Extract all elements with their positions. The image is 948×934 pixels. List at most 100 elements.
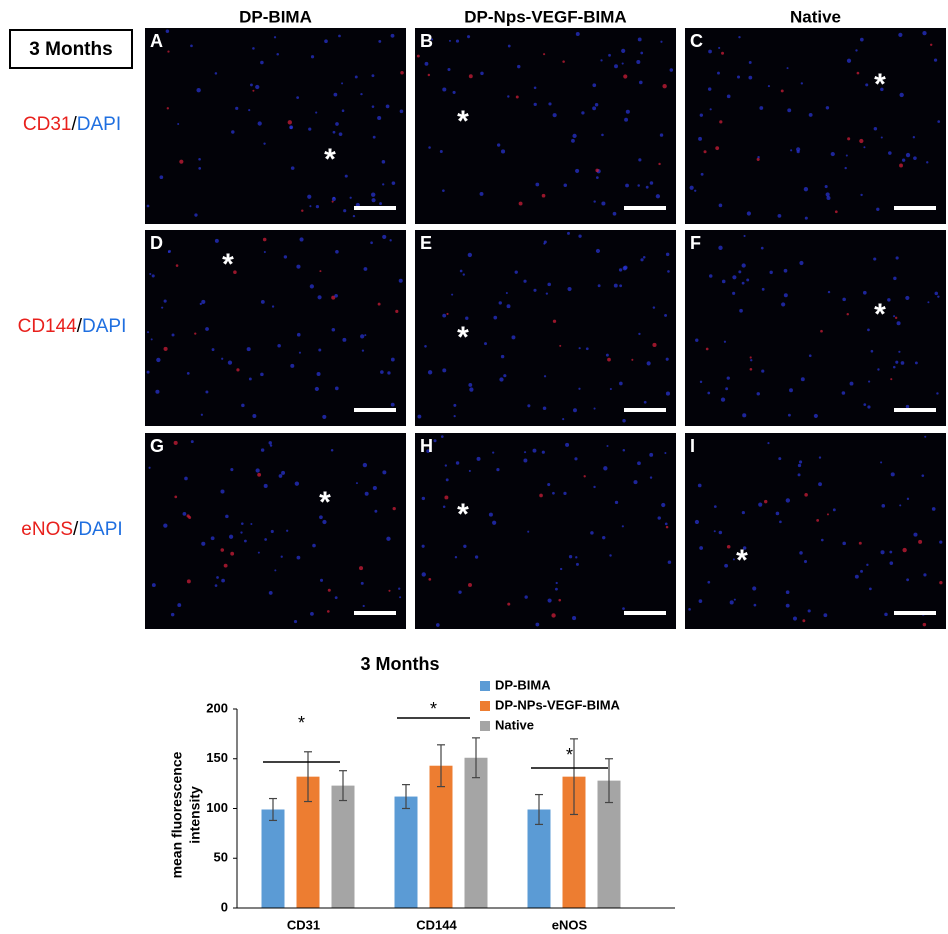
nucleus	[845, 154, 848, 157]
nucleus	[257, 551, 260, 554]
nucleus	[726, 544, 731, 549]
nucleus	[637, 37, 642, 42]
asterisk: *	[324, 143, 336, 176]
significance-mark: *	[430, 699, 437, 719]
panel-letter: H	[420, 436, 433, 456]
nucleus	[289, 125, 294, 130]
nucleus	[800, 377, 805, 382]
nucleus	[190, 440, 194, 444]
nucleus	[442, 189, 445, 192]
nucleus	[527, 530, 530, 533]
nucleus	[895, 360, 899, 364]
nucleus	[454, 556, 458, 559]
nucleus	[825, 192, 830, 197]
nucleus	[555, 581, 558, 585]
nucleus	[905, 404, 910, 409]
nucleus	[741, 263, 746, 268]
nucleus	[748, 61, 752, 64]
nucleus	[283, 255, 288, 259]
nucleus	[761, 287, 765, 291]
nucleus	[264, 538, 267, 541]
nucleus	[769, 270, 773, 275]
asterisk: *	[874, 298, 886, 331]
nucleus	[196, 88, 201, 93]
nucleus	[662, 84, 667, 89]
nucleus	[778, 457, 782, 461]
nucleus	[718, 245, 723, 250]
nucleus	[349, 196, 352, 199]
nucleus	[607, 357, 611, 362]
nucleus	[606, 444, 609, 448]
nucleus	[214, 72, 218, 75]
nucleus	[760, 246, 764, 250]
nucleus	[523, 458, 528, 463]
nucleus	[621, 525, 624, 528]
nucleus	[507, 602, 511, 606]
nucleus	[380, 370, 384, 374]
nucleus	[361, 349, 365, 352]
nucleus	[846, 58, 852, 63]
nucleus	[539, 493, 543, 498]
nucleus	[621, 62, 624, 65]
nucleus	[867, 405, 871, 409]
micrograph	[145, 433, 406, 629]
nucleus	[327, 588, 331, 592]
nucleus	[332, 130, 336, 134]
nucleus	[319, 515, 323, 520]
nucleus	[500, 149, 506, 154]
nucleus	[741, 281, 745, 285]
nucleus	[902, 547, 907, 553]
nucleus	[433, 439, 437, 443]
nucleus	[698, 599, 703, 603]
nucleus	[721, 51, 725, 55]
nucleus	[338, 34, 341, 38]
nucleus	[800, 82, 804, 85]
x-tick-label: eNOS	[552, 917, 588, 932]
nucleus	[159, 175, 164, 180]
nucleus	[417, 414, 422, 419]
nucleus	[575, 168, 580, 173]
nucleus	[689, 185, 694, 190]
nucleus	[277, 343, 281, 348]
nucleus	[637, 184, 640, 187]
nucleus	[398, 587, 401, 590]
nucleus	[761, 369, 765, 373]
nucleus	[601, 201, 606, 206]
nucleus	[424, 345, 427, 348]
nucleus	[855, 49, 858, 52]
nucleus	[260, 299, 265, 304]
nucleus	[860, 193, 863, 197]
nucleus	[694, 189, 697, 192]
nucleus	[315, 111, 318, 114]
nucleus	[739, 308, 743, 313]
nucleus	[492, 520, 497, 525]
nucleus	[787, 108, 792, 113]
nucleus	[364, 334, 367, 337]
nucleus	[846, 312, 849, 316]
nucleus	[849, 381, 854, 386]
nucleus	[260, 372, 264, 377]
nucleus	[552, 491, 555, 495]
nucleus	[900, 361, 905, 365]
nucleus	[174, 495, 178, 499]
x-tick-label: CD144	[416, 917, 457, 932]
nucleus	[664, 452, 667, 455]
nucleus	[622, 266, 627, 271]
nucleus	[552, 113, 557, 118]
nucleus	[622, 607, 625, 610]
nucleus	[595, 168, 599, 173]
nucleus	[163, 346, 168, 351]
nucleus	[884, 612, 888, 617]
nucleus	[895, 256, 899, 260]
nucleus	[732, 558, 735, 561]
nucleus	[738, 35, 741, 39]
y-tick-label: 200	[206, 700, 228, 715]
nucleus	[307, 194, 312, 199]
nucleus	[421, 496, 426, 501]
nucleus	[260, 60, 264, 65]
nucleus	[870, 349, 874, 353]
nucleus	[899, 92, 904, 98]
nucleus	[743, 234, 746, 238]
nucleus	[248, 109, 251, 112]
nucleus	[309, 205, 312, 208]
